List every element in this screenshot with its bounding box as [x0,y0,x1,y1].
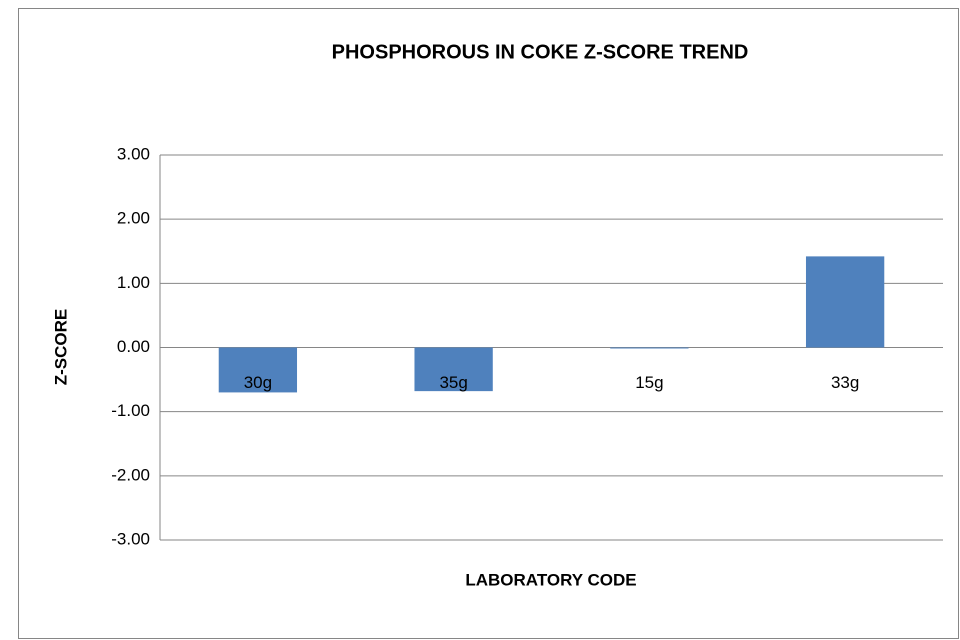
x-tick-label: 33g [831,373,859,392]
y-tick-label: -1.00 [111,401,150,420]
bar [414,347,493,392]
bar [805,256,885,348]
y-tick-label: -3.00 [111,529,150,548]
bar [610,347,689,349]
y-tick-label: 1.00 [117,273,150,292]
y-tick-label: 0.00 [117,337,150,356]
y-tick-label: 3.00 [117,144,150,163]
x-tick-label: 30g [244,373,272,392]
y-tick-label: -2.00 [111,465,150,484]
chart-title: PHOSPHOROUS IN COKE Z-SCORE TREND [332,41,749,63]
y-axis-title: Z-SCORE [51,309,70,386]
x-axis-title: LABORATORY CODE [465,570,636,589]
x-tick-label: 35g [439,373,467,392]
bar [218,347,298,393]
x-tick-label: 15g [635,373,663,392]
chart-frame [18,8,959,639]
y-tick-label: 2.00 [117,209,150,228]
